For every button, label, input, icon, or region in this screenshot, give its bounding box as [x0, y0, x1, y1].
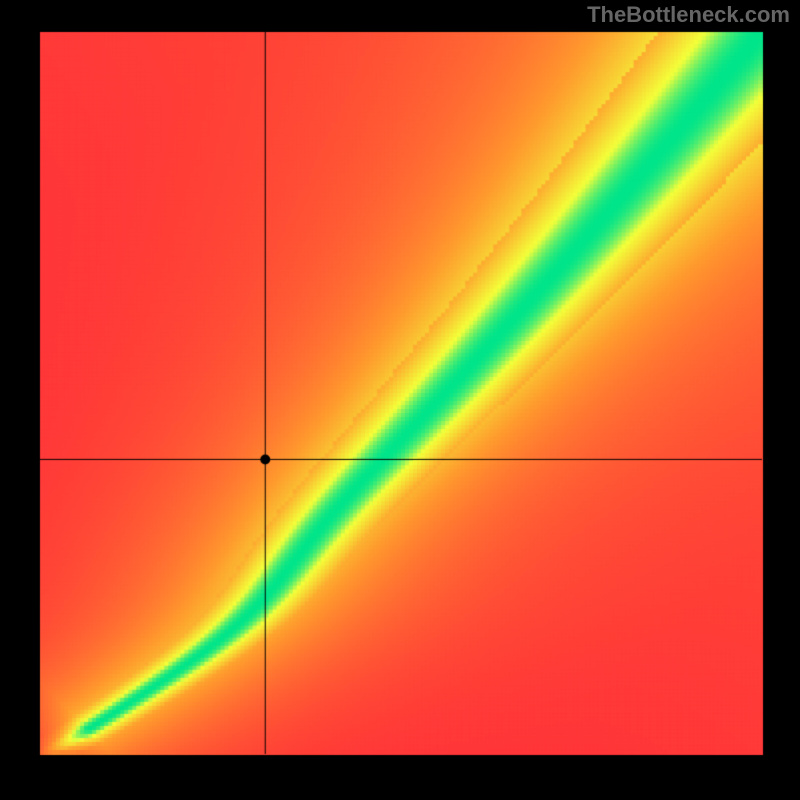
bottleneck-heatmap-canvas — [0, 0, 800, 800]
watermark-text: TheBottleneck.com — [587, 2, 790, 28]
chart-container: TheBottleneck.com — [0, 0, 800, 800]
